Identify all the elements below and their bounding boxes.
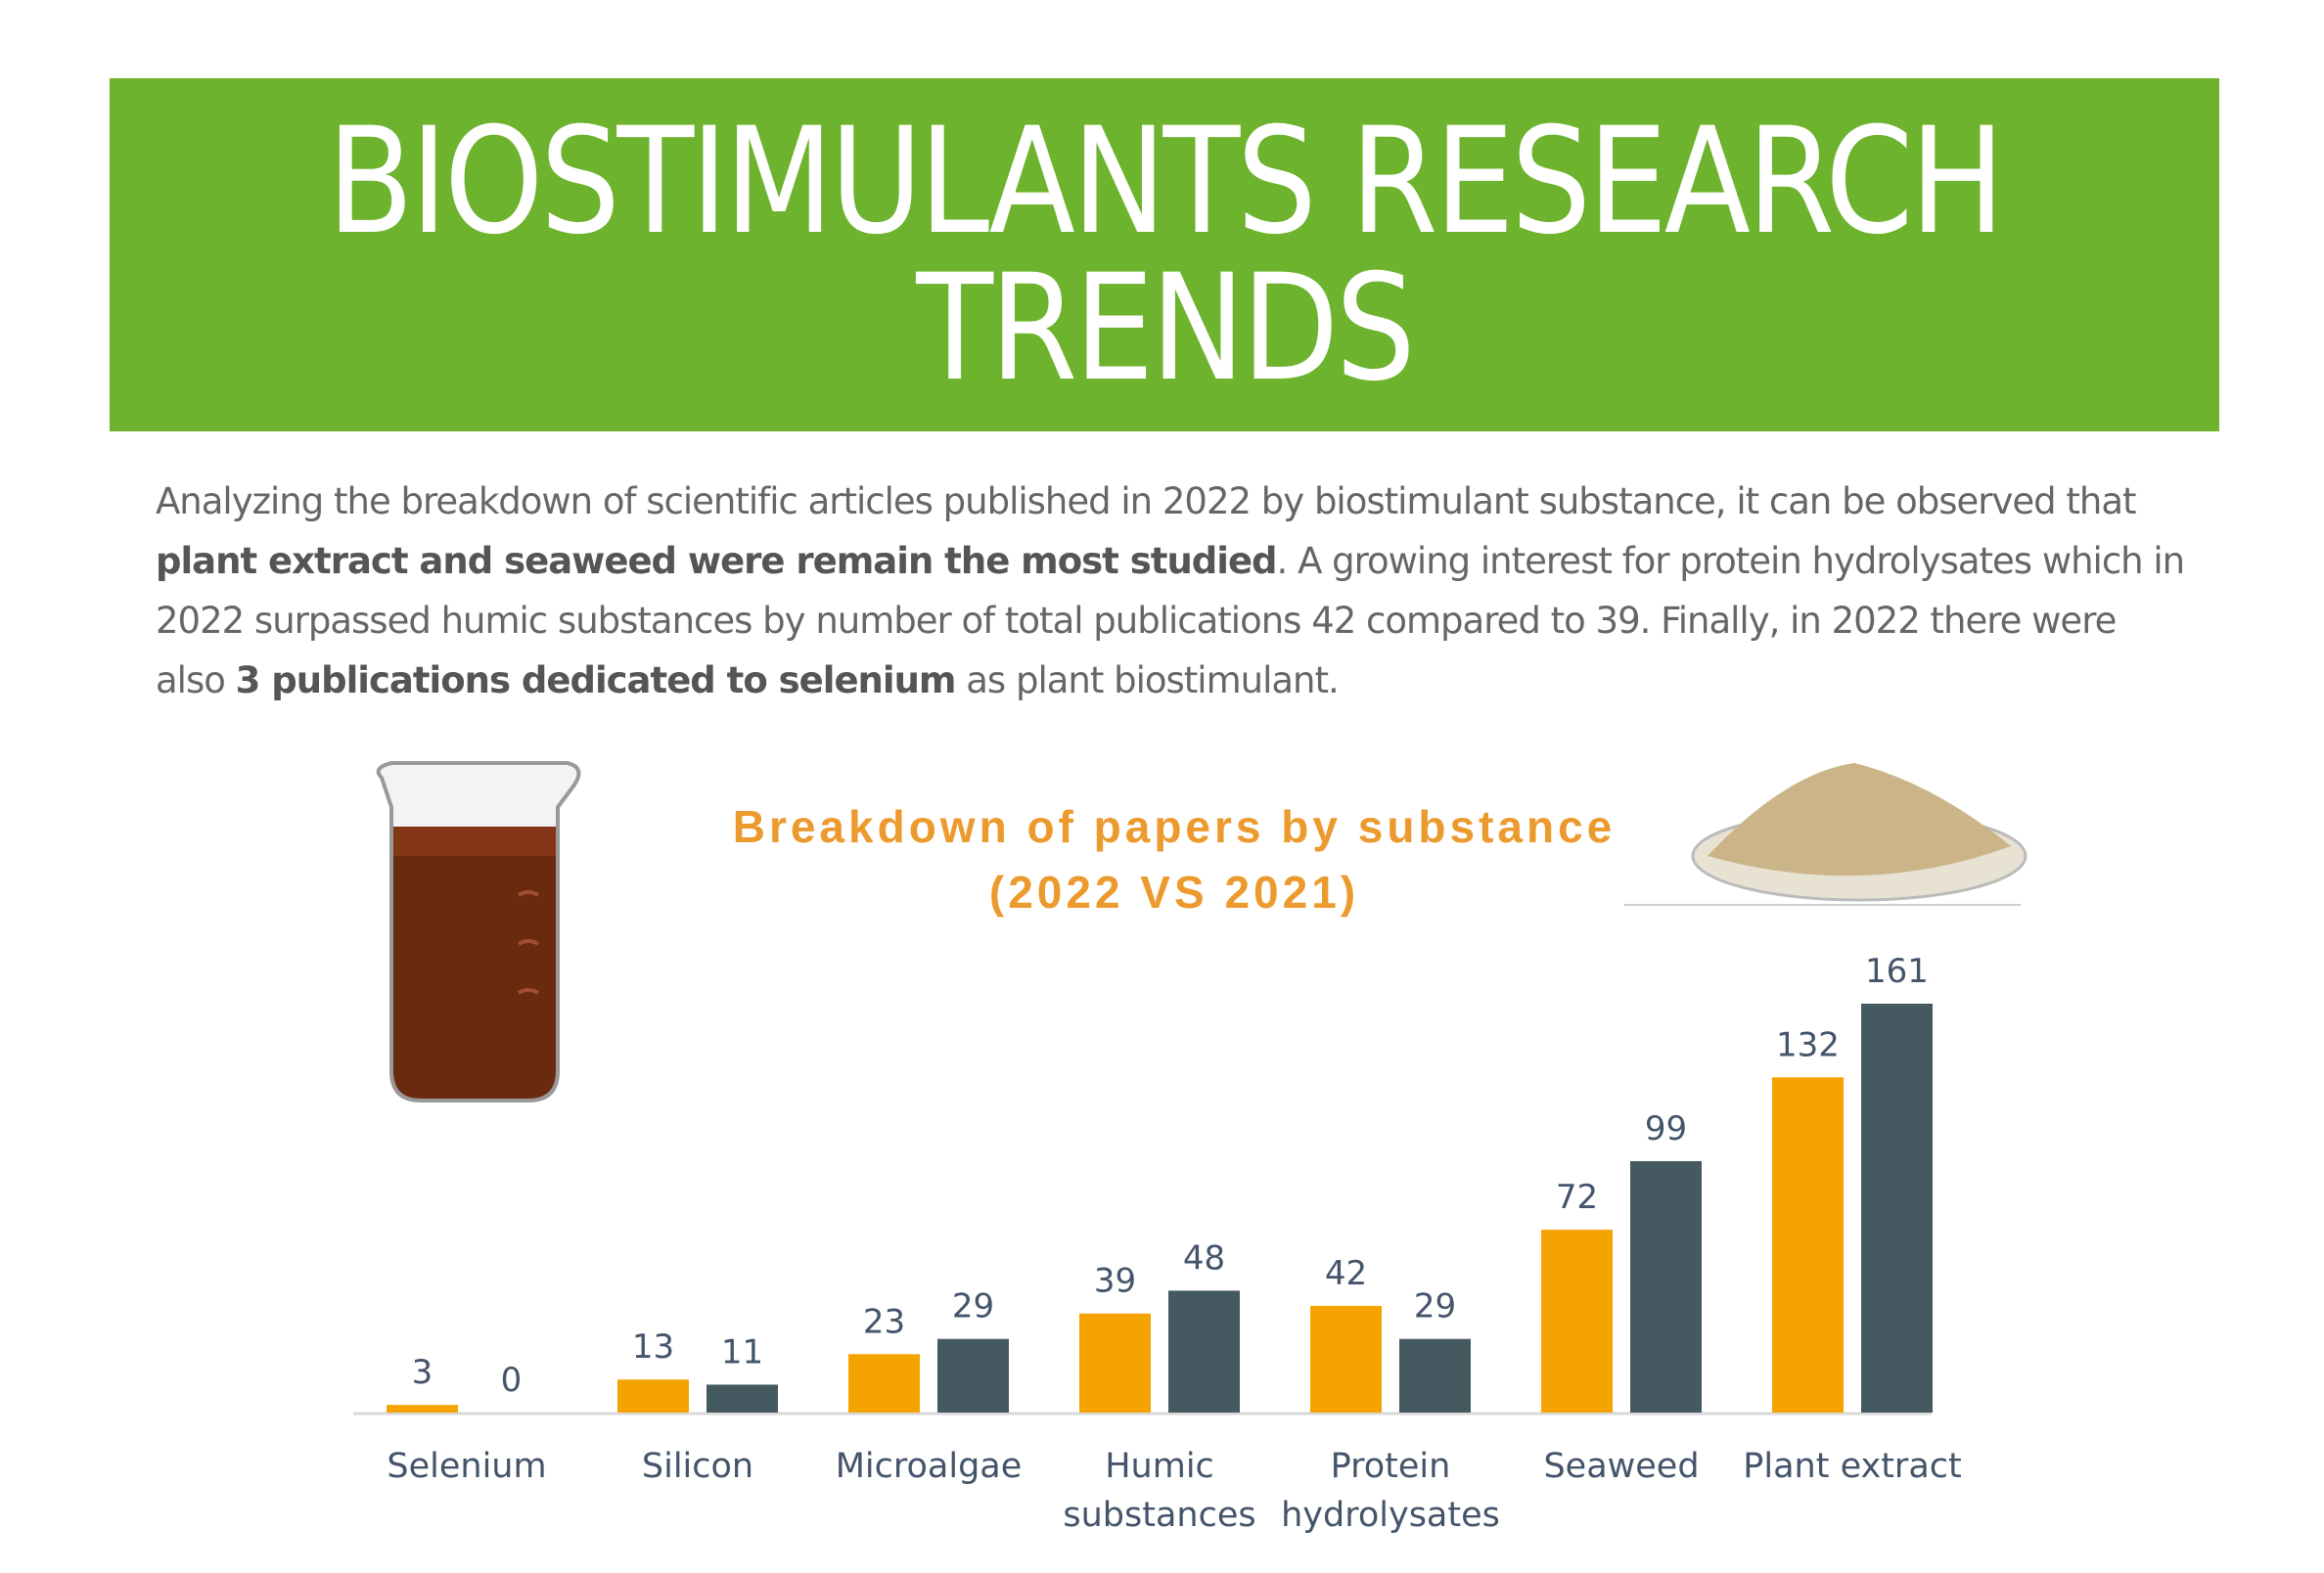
data-label: 132 [1776, 1025, 1840, 1064]
chart-subtitle: (2022 VS 2021) [988, 867, 1360, 918]
title-line-2: TRENDS [916, 243, 1415, 414]
x-tick-label: Selenium [387, 1447, 546, 1486]
data-label: 48 [1183, 1238, 1225, 1278]
bar-2022 [848, 1354, 920, 1413]
para-text-3: as plant biostimulant. [955, 659, 1340, 701]
bar-2021 [1168, 1290, 1240, 1413]
beaker-image [376, 761, 581, 1102]
data-label: 161 [1865, 952, 1929, 991]
data-label: 0 [501, 1361, 523, 1400]
bar-2022 [1310, 1305, 1382, 1413]
data-label: 39 [1094, 1262, 1136, 1301]
x-tick-label: Humic [1105, 1447, 1214, 1486]
x-tick-label: substances [1063, 1496, 1255, 1535]
title-banner: BIOSTIMULANTS RESEARCH TRENDS [110, 78, 2219, 431]
para-text-2: . A growing interest for protein hydroly… [156, 540, 2185, 701]
data-label: 29 [1414, 1287, 1456, 1326]
para-text-1: Analyzing the breakdown of scientific ar… [156, 480, 2137, 522]
data-label: 3 [412, 1353, 433, 1392]
data-label: 42 [1325, 1254, 1367, 1293]
data-label: 13 [632, 1327, 674, 1367]
x-tick-label: Seaweed [1543, 1447, 1699, 1486]
data-label: 11 [721, 1332, 763, 1371]
title-line-1: BIOSTIMULANTS RESEARCH [327, 96, 2005, 267]
bar-2021 [706, 1384, 778, 1413]
data-label: 29 [952, 1287, 994, 1326]
bar-2022 [1541, 1230, 1613, 1413]
para-bold-2: 3 publications dedicated to selenium [235, 659, 957, 701]
chart-title: Breakdown of papers by substance [732, 801, 1617, 852]
x-tick-label: Silicon [642, 1447, 753, 1486]
bar-2021 [1861, 1004, 1933, 1413]
bar-2022 [1079, 1313, 1151, 1413]
bar-2021 [1399, 1338, 1471, 1413]
bar-2021 [937, 1338, 1009, 1413]
bar-2022 [387, 1405, 458, 1413]
x-tick-label: hydrolysates [1281, 1496, 1500, 1535]
bar-2021 [1630, 1160, 1702, 1413]
petri-dish-image [1624, 763, 2028, 906]
data-label: 23 [863, 1302, 905, 1341]
x-tick-label: Protein [1331, 1447, 1451, 1486]
x-tick-label: Microalgae [836, 1447, 1023, 1486]
intro-paragraph: Analyzing the breakdown of scientific ar… [156, 472, 2191, 710]
bar-2022 [1772, 1077, 1844, 1413]
para-bold-1: plant extract and seaweed were remain th… [156, 540, 1278, 582]
x-tick-label: Plant extract [1743, 1447, 1961, 1486]
bar-2022 [617, 1379, 689, 1413]
data-label: 72 [1556, 1178, 1598, 1217]
data-label: 99 [1645, 1109, 1687, 1148]
